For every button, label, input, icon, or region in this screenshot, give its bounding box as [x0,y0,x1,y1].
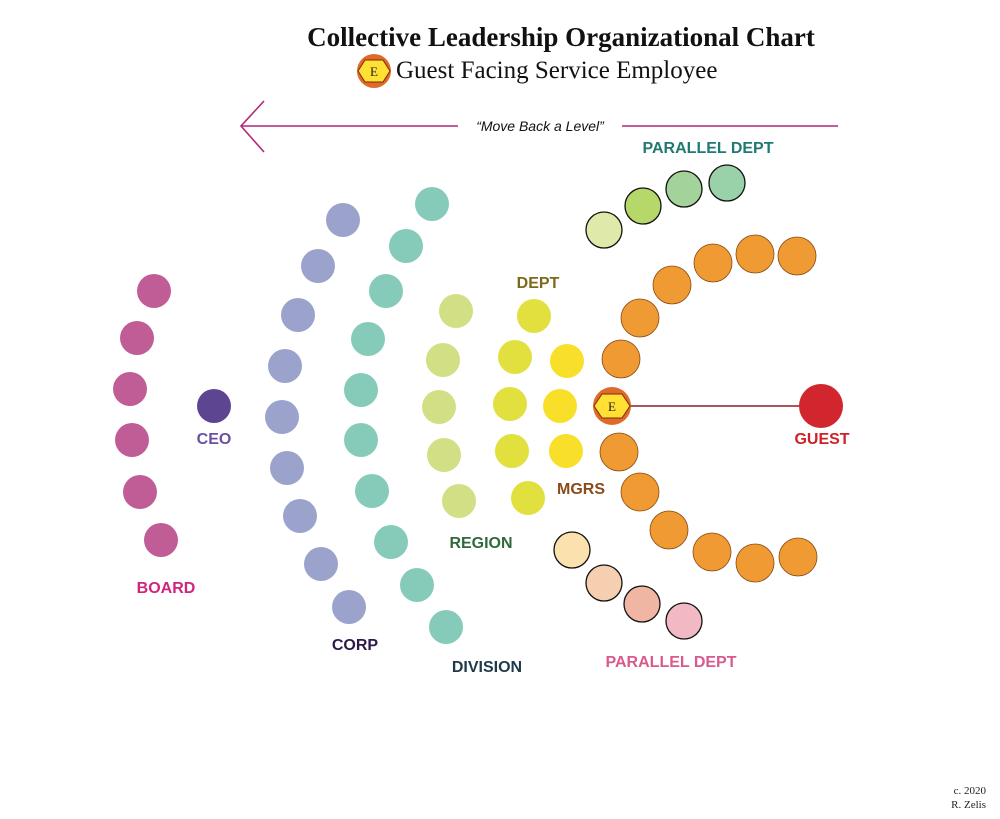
mgrs-dot [549,434,583,468]
division-group [344,187,463,644]
corp-dot [332,590,366,624]
employees-dot [735,543,775,583]
parallel-top-label: PARALLEL DEPT [643,140,774,157]
employee-badge-letter: E [608,399,616,414]
board-dot [113,372,147,406]
employee-badge-hexagon-icon [593,393,631,419]
employees-dot [599,432,639,472]
board-dot [120,321,154,355]
legend-badge-hexagon-icon [357,59,391,83]
division-dot [400,568,434,602]
dept-dot [493,387,527,421]
parallel-bottom-dot [585,564,623,602]
division-dot [374,525,408,559]
chart-title: Collective Leadership Organizational Cha… [307,22,815,52]
division-dot [351,322,385,356]
employees-dot [735,234,775,274]
parallel-bottom-dot [665,602,703,640]
employees-dot [649,510,689,550]
legend-badge-letter: E [370,64,378,79]
corp-dot [283,499,317,533]
region-dot [422,390,456,424]
employees-group [599,234,818,583]
mgrs-dot [550,344,584,378]
corp-label: CORP [332,637,379,654]
corp-dot [268,349,302,383]
ceo-label: CEO [197,431,232,448]
employees-dot [601,339,641,379]
employees-dot [620,298,660,338]
board-label: BOARD [137,580,196,597]
move-back-arrow: “Move Back a Level” [239,100,838,153]
copyright-author: R. Zelis [951,799,986,811]
corp-group [265,203,366,624]
dept-dot [517,299,551,333]
dept-dot [511,481,545,515]
parallel-bottom-dot [623,585,661,623]
copyright-year: c. 2020 [954,785,987,797]
region-dot [442,484,476,518]
guest-dot [799,384,843,428]
division-dot [355,474,389,508]
corp-dot [281,298,315,332]
ceo-dot [197,389,231,423]
ceo-group [197,389,231,423]
parallel-top-dot [665,170,703,208]
board-dot [137,274,171,308]
division-dot [344,373,378,407]
employees-dot [693,243,733,283]
dept-dot [495,434,529,468]
region-dot [439,294,473,328]
parallel-bottom-label: PARALLEL DEPT [606,654,737,671]
division-label: DIVISION [452,659,522,676]
employees-dot [652,265,692,305]
board-dot [144,523,178,557]
mgrs-dot [543,389,577,423]
board-dot [115,423,149,457]
division-dot [429,610,463,644]
parallel-top-dot [585,211,623,249]
employees-dot [692,532,732,572]
corp-dot [326,203,360,237]
parallel-bottom-group [553,531,703,640]
division-dot [344,423,378,457]
arrow-label: “Move Back a Level” [476,118,605,134]
region-group [422,294,476,518]
guest-group [799,384,843,428]
employees-dot [777,236,817,276]
region-label: REGION [449,535,512,552]
mgrs-label: MGRS [557,481,605,498]
corp-dot [265,400,299,434]
employees-dot [778,537,818,577]
parallel-top-dot [624,187,662,225]
division-dot [389,229,423,263]
division-dot [415,187,449,221]
mgrs-group [543,344,584,468]
dept-group [493,299,551,515]
employees-dot [620,472,660,512]
dept-label: DEPT [517,275,560,292]
parallel-bottom-dot [553,531,591,569]
guest-label: GUEST [794,431,849,448]
division-dot [369,274,403,308]
corp-dot [270,451,304,485]
arrow-head-icon [239,100,265,153]
board-group [113,274,178,557]
parallel-top-group [585,164,746,249]
legend: E Guest Facing Service Employee [357,54,717,88]
region-dot [426,343,460,377]
region-dot [427,438,461,472]
board-dot [123,475,157,509]
legend-text: Guest Facing Service Employee [396,57,717,84]
corp-dot [301,249,335,283]
parallel-top-dot [708,164,746,202]
dept-dot [498,340,532,374]
employee-badge: E [593,387,631,425]
corp-dot [304,547,338,581]
